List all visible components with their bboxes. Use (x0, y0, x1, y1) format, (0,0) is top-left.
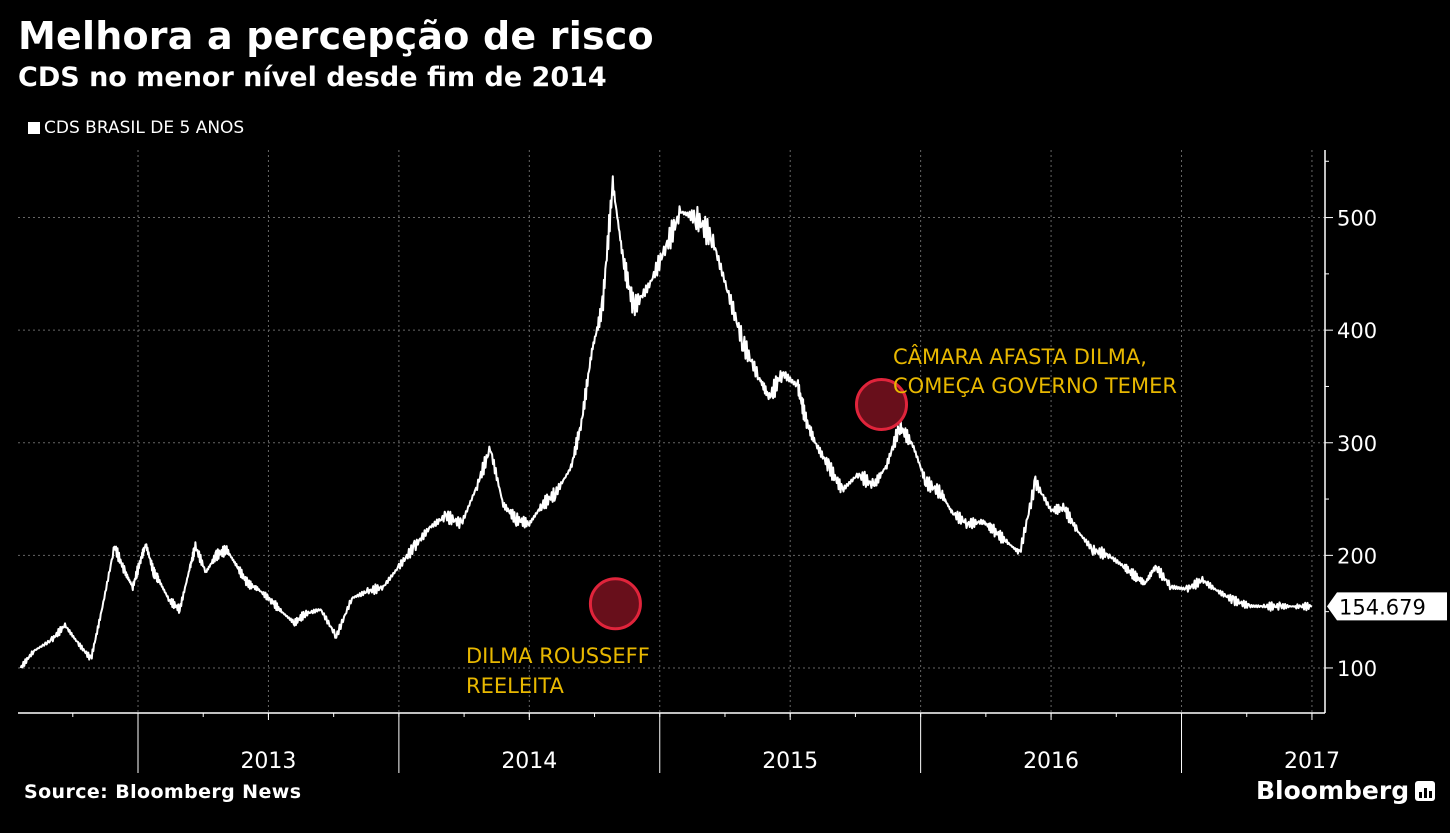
brand-logo: Bloomberg (1256, 776, 1436, 805)
annotation-marker-impeachment (855, 377, 909, 431)
x-tick-label: 2013 (240, 749, 296, 774)
y-tick-label: 200 (1337, 544, 1377, 568)
legend-label: CDS BRASIL DE 5 ANOS (44, 118, 245, 138)
annotation-label-impeachment: COMEÇA GOVERNO TEMER (893, 374, 1177, 398)
annotation-label-reeleicao: REELEITA (466, 674, 564, 698)
annotation-label-reeleicao: DILMA ROUSSEFF (466, 644, 650, 668)
chart-subtitle: CDS no menor nível desde fim de 2014 (18, 62, 607, 93)
y-tick-label: 100 (1337, 657, 1377, 681)
series-line (19, 175, 1313, 669)
brand-name: Bloomberg (1256, 776, 1410, 805)
y-tick-label: 500 (1337, 207, 1377, 231)
chart-title: Melhora a percepção de risco (18, 14, 654, 58)
x-tick-label: 2014 (501, 749, 557, 774)
annotation-label-impeachment: CÂMARA AFASTA DILMA, (893, 344, 1147, 369)
last-value-label: 154.679 (1339, 595, 1426, 619)
y-tick-label: 300 (1337, 432, 1377, 456)
x-tick-label: 2017 (1284, 749, 1340, 774)
legend: CDS BRASIL DE 5 ANOS (28, 118, 244, 138)
x-tick-label: 2016 (1023, 749, 1079, 774)
annotation-marker-reeleicao (588, 577, 642, 631)
x-tick-label: 2015 (762, 749, 818, 774)
source-note: Source: Bloomberg News (24, 781, 302, 803)
bloomberg-terminal-icon (1415, 780, 1436, 801)
last-value-flag (1327, 592, 1447, 621)
legend-swatch (28, 122, 40, 134)
y-tick-label: 400 (1337, 319, 1377, 343)
